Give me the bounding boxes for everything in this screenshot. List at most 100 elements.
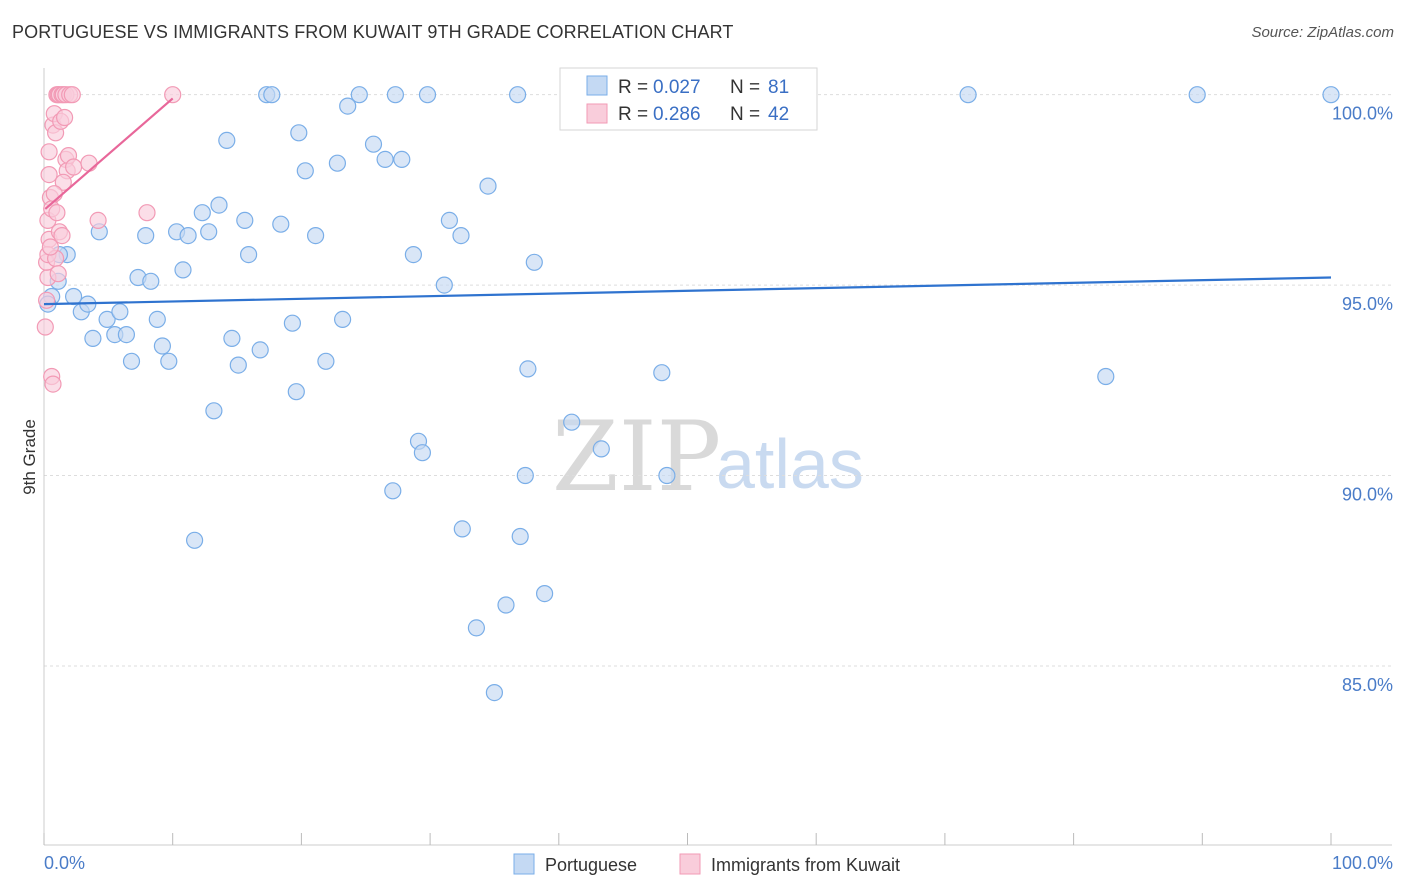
portuguese-point[interactable] — [153, 337, 171, 355]
portuguese-point[interactable] — [122, 352, 141, 370]
kuwait-point[interactable] — [64, 158, 83, 176]
grid-layer — [44, 94, 1392, 667]
portuguese-point[interactable] — [334, 310, 352, 328]
portuguese-point[interactable] — [364, 135, 383, 153]
kuwait-point[interactable] — [54, 173, 72, 191]
kuwait-point[interactable] — [63, 86, 81, 104]
portuguese-point[interactable] — [137, 227, 155, 245]
kuwait-point[interactable] — [164, 86, 182, 104]
legend-item-portuguese[interactable]: Portuguese — [513, 853, 637, 875]
kuwait-point[interactable] — [89, 211, 107, 229]
portuguese-point[interactable] — [142, 272, 160, 290]
trendline-kuwait — [44, 97, 174, 210]
kuwait-point[interactable] — [49, 265, 67, 283]
portuguese-point[interactable] — [386, 86, 404, 104]
portuguese-point[interactable] — [563, 413, 581, 431]
portuguese-point[interactable] — [393, 150, 411, 168]
portuguese-point[interactable] — [272, 215, 290, 233]
portuguese-point[interactable] — [440, 211, 458, 229]
watermark-atlas: atlas — [716, 425, 864, 503]
trendline-portuguese — [43, 276, 1332, 306]
portuguese-point[interactable] — [223, 329, 241, 347]
y-labels-layer: 85.0% 90.0% 95.0% 100.0% — [1332, 104, 1393, 695]
portuguese-point[interactable] — [467, 619, 485, 637]
portuguese-point[interactable] — [218, 131, 236, 149]
portuguese-point[interactable] — [1188, 86, 1206, 104]
portuguese-point[interactable] — [186, 531, 204, 549]
portuguese-point[interactable] — [179, 227, 197, 245]
portuguese-point[interactable] — [535, 584, 554, 603]
kuwait-point[interactable] — [44, 375, 62, 393]
portuguese-point[interactable] — [111, 303, 129, 321]
portuguese-point[interactable] — [296, 162, 314, 180]
portuguese-point[interactable] — [160, 352, 178, 370]
portuguese-point[interactable] — [497, 596, 515, 614]
portuguese-point[interactable] — [592, 440, 610, 458]
kuwait-point[interactable] — [41, 238, 60, 256]
portuguese-point[interactable] — [376, 150, 394, 168]
chart-source: Source: ZipAtlas.com — [1251, 24, 1394, 41]
stats-swatch-kuwait — [586, 103, 608, 124]
portuguese-point[interactable] — [236, 211, 254, 229]
portuguese-point[interactable] — [519, 360, 537, 378]
portuguese-point[interactable] — [959, 86, 977, 104]
portuguese-point[interactable] — [1322, 86, 1340, 104]
portuguese-point[interactable] — [64, 287, 83, 306]
series-kuwait-points — [36, 86, 182, 393]
kuwait-point[interactable] — [48, 204, 66, 222]
portuguese-point[interactable] — [328, 154, 346, 172]
stats-swatch-portuguese — [586, 75, 608, 96]
kuwait-point[interactable] — [40, 166, 58, 184]
kuwait-point[interactable] — [55, 108, 74, 127]
x-tick-label-max: 100.0% — [1332, 853, 1393, 873]
portuguese-point[interactable] — [453, 520, 471, 538]
legend-item-kuwait[interactable]: Immigrants from Kuwait — [679, 853, 900, 875]
portuguese-point[interactable] — [404, 246, 422, 264]
portuguese-point[interactable] — [508, 86, 527, 104]
portuguese-point[interactable] — [516, 466, 534, 485]
portuguese-point[interactable] — [290, 124, 308, 142]
kuwait-point[interactable] — [40, 143, 58, 161]
portuguese-point[interactable] — [525, 253, 543, 271]
portuguese-point[interactable] — [511, 527, 529, 546]
portuguese-point[interactable] — [435, 276, 453, 294]
portuguese-point[interactable] — [240, 246, 258, 264]
kuwait-point[interactable] — [53, 227, 71, 245]
portuguese-point[interactable] — [98, 310, 116, 328]
portuguese-point[interactable] — [283, 314, 301, 332]
kuwait-point[interactable] — [45, 185, 63, 203]
kuwait-point[interactable] — [138, 204, 156, 222]
legend-label-kuwait: Immigrants from Kuwait — [711, 855, 900, 875]
portuguese-point[interactable] — [84, 329, 102, 347]
watermark-zip: ZIP — [552, 401, 721, 513]
portuguese-point[interactable] — [205, 402, 223, 420]
portuguese-point[interactable] — [251, 341, 269, 359]
portuguese-point[interactable] — [485, 683, 503, 702]
portuguese-point[interactable] — [350, 86, 368, 104]
legend-swatch-portuguese — [513, 853, 535, 875]
portuguese-point[interactable] — [653, 364, 671, 382]
portuguese-point[interactable] — [307, 227, 325, 245]
portuguese-point[interactable] — [317, 352, 335, 370]
portuguese-point[interactable] — [384, 482, 402, 500]
portuguese-point[interactable] — [658, 466, 676, 485]
portuguese-point[interactable] — [229, 356, 247, 374]
portuguese-point[interactable] — [339, 97, 357, 115]
portuguese-point[interactable] — [1097, 367, 1115, 386]
portuguese-point[interactable] — [174, 261, 192, 279]
kuwait-point[interactable] — [37, 291, 56, 309]
portuguese-point[interactable] — [413, 444, 431, 462]
portuguese-point[interactable] — [200, 223, 218, 241]
portuguese-point[interactable] — [193, 204, 211, 222]
kuwait-point[interactable] — [80, 154, 98, 172]
portuguese-point[interactable] — [479, 177, 497, 195]
kuwait-point[interactable] — [36, 318, 54, 336]
portuguese-point[interactable] — [148, 310, 166, 328]
portuguese-point[interactable] — [287, 383, 305, 401]
stats-box: R = 0.027 N = 81 R = 0.286 N = 42 — [559, 67, 818, 131]
portuguese-point[interactable] — [263, 86, 281, 104]
portuguese-point[interactable] — [452, 227, 470, 245]
portuguese-point[interactable] — [418, 86, 437, 104]
portuguese-point[interactable] — [210, 196, 228, 214]
portuguese-point[interactable] — [117, 326, 136, 344]
